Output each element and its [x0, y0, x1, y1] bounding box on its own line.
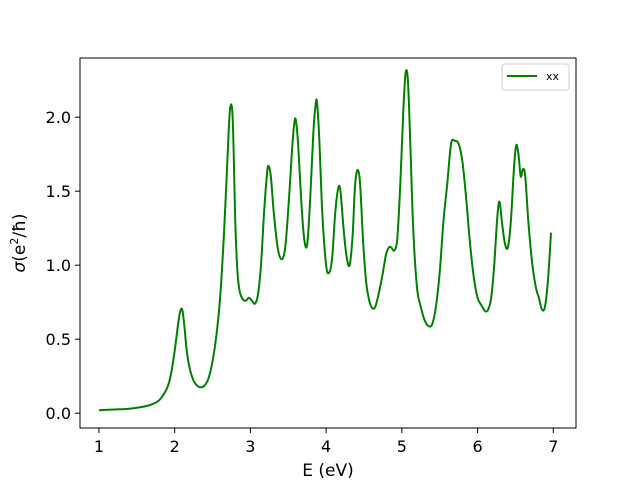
legend: xx	[501, 63, 570, 91]
y-tick-label: 0.5	[46, 330, 71, 349]
series-layer	[98, 69, 553, 412]
y-tick-label: 1.0	[46, 256, 71, 275]
x-tick-label: 4	[321, 437, 331, 456]
plot-frame	[79, 57, 577, 429]
x-tick-label: 6	[472, 437, 482, 456]
y-axis-label-unit-close: /ħ)	[10, 213, 30, 237]
series-line-xx	[98, 69, 553, 412]
x-tick-label: 7	[548, 437, 558, 456]
y-axis-ticks: 0.0 0.5 1.0 1.5 2.0	[46, 108, 80, 423]
x-axis-ticks: 1 2 3 4 5 6 7	[94, 428, 558, 456]
y-axis-label-unit-exp: 2	[8, 238, 21, 245]
x-tick-label: 2	[170, 437, 180, 456]
x-axis-label: E (eV)	[302, 461, 354, 480]
plot-area	[80, 58, 576, 428]
y-tick-label: 0.0	[46, 404, 71, 423]
x-tick-label: 1	[94, 437, 104, 456]
y-tick-label: 1.5	[46, 182, 71, 201]
y-tick-label: 2.0	[46, 108, 71, 127]
y-axis-label-symbol: σ	[10, 261, 30, 273]
y-axis-label-unit-open: (e	[10, 245, 30, 262]
y-axis-label: σ(e2/ħ)	[8, 213, 30, 272]
x-tick-label: 5	[397, 437, 407, 456]
x-tick-label: 3	[245, 437, 255, 456]
legend-label-xx: xx	[546, 70, 560, 83]
